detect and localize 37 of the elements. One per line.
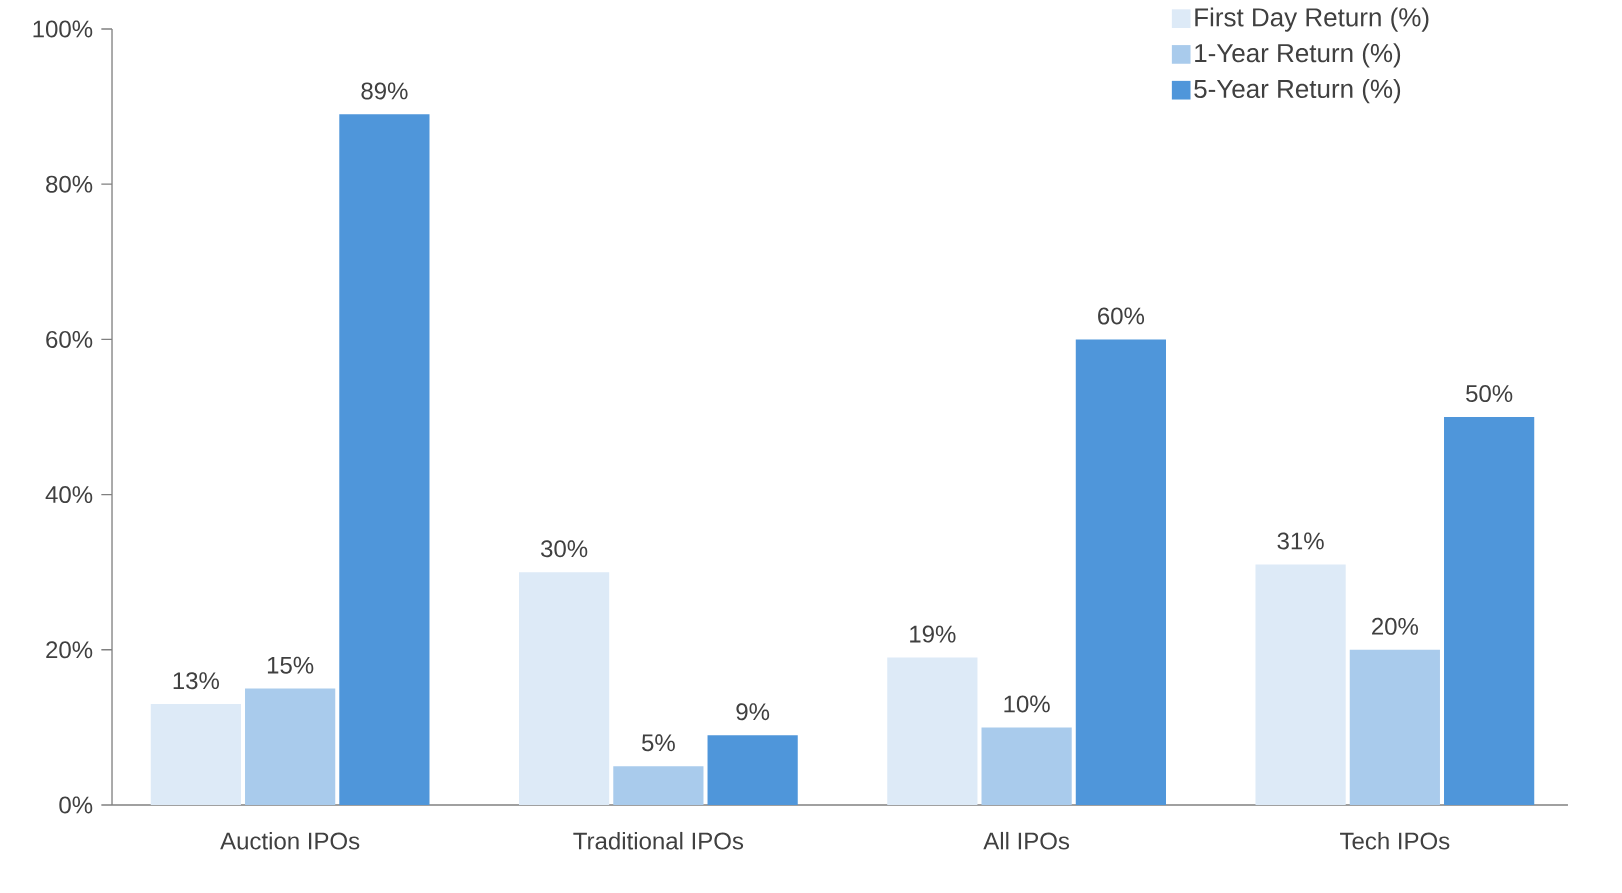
data-label: 9% <box>736 703 770 721</box>
bar <box>887 657 978 805</box>
data-label: 5% <box>641 734 675 752</box>
bar <box>339 114 430 805</box>
bar <box>245 688 336 805</box>
data-label: 50% <box>1466 385 1513 403</box>
data-label: 13% <box>173 672 220 690</box>
data-label: 20% <box>1372 617 1419 635</box>
y-tick-label: 40% <box>45 486 93 504</box>
x-tick-label: Auction IPOs <box>220 831 360 850</box>
y-tick-label: 100% <box>33 20 93 38</box>
bar <box>1444 416 1535 805</box>
y-tick-label: 60% <box>46 330 93 348</box>
bar <box>707 735 798 805</box>
x-tick-label: Tech IPOs <box>1340 831 1450 850</box>
y-tick-label: 80% <box>46 175 93 193</box>
bar <box>150 704 241 805</box>
data-label: 10% <box>1004 695 1050 713</box>
data-label: 60% <box>1098 307 1145 325</box>
data-label: 15% <box>267 656 314 674</box>
bar <box>1075 339 1166 805</box>
legend-label: 5-Year Return (%) <box>1194 78 1401 104</box>
y-tick-label: 0% <box>59 796 93 814</box>
bar <box>1349 649 1440 805</box>
legend-label: 1-Year Return (%) <box>1195 43 1401 68</box>
data-label: 30% <box>541 540 588 558</box>
bar <box>613 766 704 805</box>
data-label: 89% <box>361 82 408 100</box>
y-tick-label: 20% <box>46 641 93 659</box>
x-tick-label: Traditional IPOs <box>573 831 744 850</box>
legend-label: First Day Return (%) <box>1195 7 1429 32</box>
bar <box>518 572 610 805</box>
bar <box>981 727 1072 805</box>
x-tick-label: All IPOs <box>983 831 1070 850</box>
data-label: 19% <box>910 625 956 643</box>
data-label: 31% <box>1277 532 1324 550</box>
bar <box>1255 564 1346 805</box>
